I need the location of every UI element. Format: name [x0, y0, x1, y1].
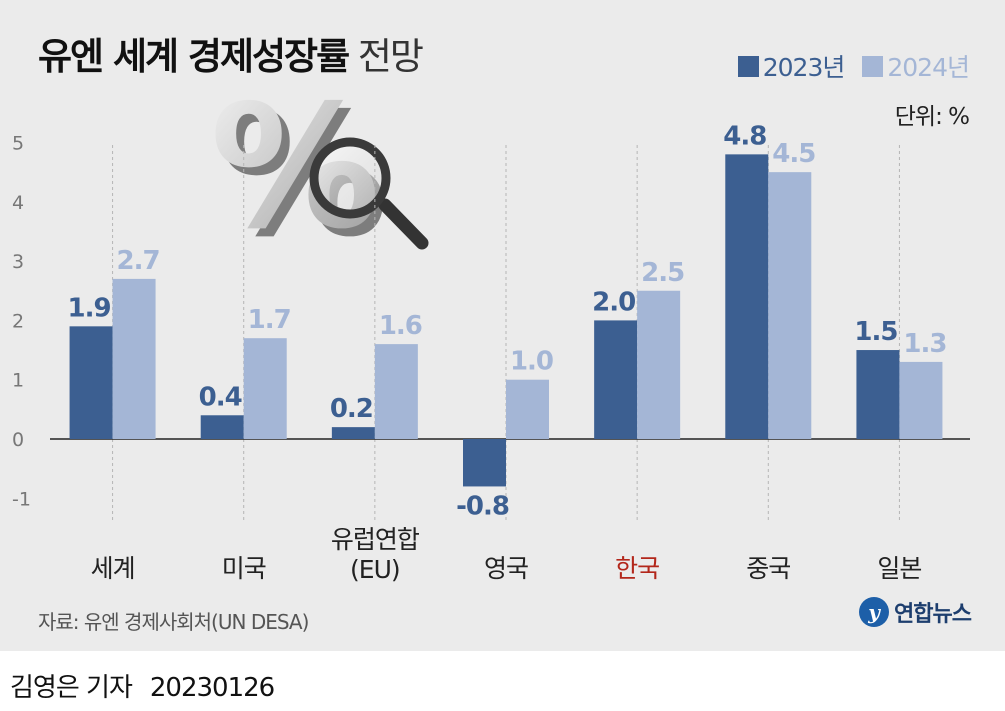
bar-2023	[856, 350, 900, 439]
category-label: 한국	[615, 554, 659, 583]
legend-label-2024: 2024년	[887, 53, 970, 82]
data-label-2024: 1.0	[510, 347, 553, 377]
data-label-2024: 1.6	[379, 311, 422, 341]
bar-2023	[463, 439, 506, 487]
y-tick-label: 5	[12, 133, 24, 155]
bar-2024	[637, 290, 681, 439]
data-label-2024: 2.5	[641, 258, 684, 288]
data-label-2023: 0.2	[330, 394, 373, 424]
data-label-2023: 1.5	[854, 317, 897, 347]
bar-2023	[200, 415, 244, 439]
data-label-2023: 1.9	[68, 293, 111, 323]
chart-title: 유엔 세계 경제성장률 전망	[38, 26, 424, 80]
unit-label: 단위: %	[894, 104, 970, 130]
bar-chart: % % 5 4 3 2 1 0 -1 1.92.7 0.4 1.7 0.2 1.6 -0.8 1.0 2.…	[12, 69, 970, 584]
logo-text: 연합뉴스	[894, 602, 972, 627]
y-tick-label: 4	[12, 192, 24, 214]
reporter-name: 김영은 기자	[10, 673, 133, 703]
publish-date: 20230126	[149, 673, 275, 703]
category-label: 일본	[877, 554, 921, 583]
category-label: 유럽연합	[331, 525, 420, 554]
bar-2023	[69, 326, 113, 439]
title-sub: 전망	[357, 35, 424, 78]
y-tick-label: 2	[12, 310, 24, 332]
bar-2024	[768, 172, 812, 439]
category-label: (EU)	[350, 555, 400, 584]
bar-2023	[331, 427, 375, 439]
data-label-2024: 1.3	[903, 329, 946, 359]
logo-mark-icon: y	[859, 597, 890, 627]
y-tick-label: 0	[12, 429, 24, 451]
bar-2024	[112, 278, 156, 439]
legend-swatch-2024	[862, 55, 884, 77]
category-label: 세계	[91, 554, 135, 583]
bar-2024	[899, 361, 943, 439]
category-label: 미국	[222, 554, 266, 583]
bar-2023	[725, 154, 769, 440]
source-note: 자료: 유엔 경제사회처(UN DESA)	[38, 610, 309, 634]
bar-2023	[594, 320, 638, 439]
y-tick-label: 3	[12, 251, 24, 273]
infographic-panel: 유엔 세계 경제성장률 전망 2023년 2024년 단위: % % %	[0, 0, 1005, 651]
magnifier-icon	[309, 137, 429, 250]
data-label-2023: -0.8	[456, 491, 509, 521]
bar-2024	[506, 379, 549, 439]
y-tick-label: -1	[12, 488, 31, 510]
y-tick-label: 1	[12, 370, 24, 392]
legend: 2023년 2024년	[737, 48, 970, 84]
percent-decoration: % %	[210, 69, 429, 275]
title-main: 유엔 세계 경제성장률	[38, 35, 350, 78]
data-label-2023: 4.8	[723, 121, 766, 151]
byline: 김영은 기자 20230126	[10, 667, 275, 704]
data-label-2024: 4.5	[772, 139, 815, 169]
data-label-2023: 0.4	[199, 382, 242, 412]
data-label-2024: 1.7	[248, 305, 291, 335]
yonhap-logo: y 연합뉴스	[859, 596, 972, 628]
legend-label-2023: 2023년	[762, 53, 846, 82]
category-label: 영국	[484, 554, 528, 583]
category-label: 중국	[746, 554, 790, 583]
data-label-2023: 2.0	[592, 287, 635, 317]
data-label-2024: 2.7	[117, 246, 160, 276]
bar-2024	[374, 344, 418, 439]
legend-swatch-2023	[737, 55, 759, 77]
bar-2024	[243, 338, 287, 439]
